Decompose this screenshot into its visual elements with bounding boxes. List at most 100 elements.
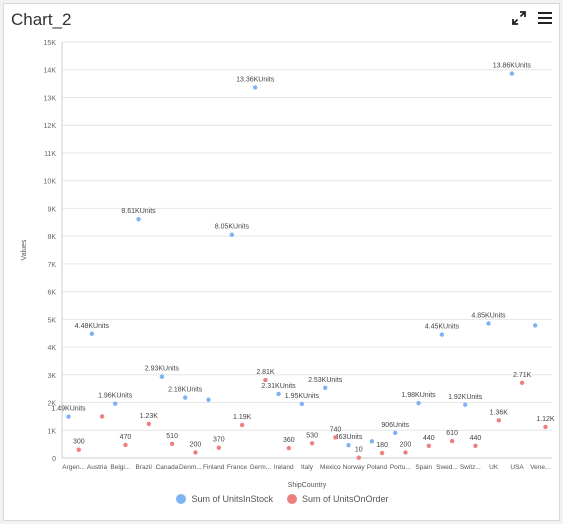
x-tick-label: Finland: [203, 464, 225, 471]
y-tick-label: 13K: [44, 95, 57, 102]
legend-item-units-in-stock[interactable]: Sum of UnitsInStock: [176, 494, 273, 504]
data-point-units-in-stock: [346, 442, 351, 448]
data-point-units-in-stock: [299, 401, 305, 407]
x-tick-label: Vene...: [530, 464, 550, 471]
legend-swatch-units-in-stock: [176, 494, 187, 504]
x-tick-label: Poland: [367, 464, 388, 471]
expand-icon[interactable]: [511, 10, 527, 26]
y-tick-label: 10K: [44, 179, 57, 186]
data-label: 1.95KUnits: [285, 393, 320, 400]
data-label: 4.85KUnits: [471, 312, 506, 319]
data-label: 2.93KUnits: [145, 366, 180, 373]
data-point-units-in-stock: [463, 402, 468, 407]
data-label: 10: [355, 447, 363, 454]
x-tick-label: Swed...: [436, 464, 458, 471]
x-tick-label: Denm...: [179, 464, 202, 471]
data-label: 1.98KUnits: [401, 392, 436, 399]
x-tick-label: Brazil: [136, 464, 153, 471]
data-point-units-in-stock: [486, 321, 491, 326]
data-label: 200: [400, 441, 412, 448]
data-label: 1.23K: [140, 413, 159, 420]
y-tick-label: 3K: [47, 373, 56, 380]
scatter-chart: 0 1K 2K 3K 4K 5K 6K 7K 8K 9K 10K 11K 12K 13K 14K 15K Arg…: [21, 40, 555, 489]
x-tick-label: USA: [510, 464, 524, 471]
data-point-units-on-order: [216, 445, 221, 450]
y-tick-label: 12K: [44, 123, 57, 130]
data-point-units-in-stock: [89, 331, 95, 336]
x-tick-label: France: [227, 464, 248, 471]
data-point-units-in-stock: [439, 332, 445, 337]
data-point-units-in-stock: [253, 85, 258, 90]
data-point-units-in-stock: [416, 400, 421, 406]
chart-title: Chart_2: [11, 10, 72, 29]
chart-widget: Chart_2 0 1K 2K 3K 4K 5K 6K 7K 8K 9K 10K 11K 12K 13K 1…: [3, 3, 560, 521]
x-axis-title: ShipCountry: [288, 482, 327, 489]
data-label: 2.53KUnits: [308, 377, 343, 384]
y-tick-label: 9K: [47, 206, 56, 213]
data-point-units-in-stock: [229, 232, 235, 237]
data-point-units-in-stock: [136, 217, 141, 222]
data-point-units-on-order: [403, 450, 408, 455]
data-label: 4.45KUnits: [425, 324, 460, 331]
data-point-units-on-order: [449, 438, 455, 444]
y-axis-title: Values: [21, 239, 28, 260]
data-point-units-on-order: [193, 450, 198, 455]
data-point-units-on-order: [286, 445, 291, 451]
x-tick-label: Norway: [343, 464, 366, 471]
data-label: 200: [190, 441, 202, 448]
data-label: 300: [73, 439, 85, 446]
data-point-units-in-stock: [393, 430, 398, 436]
data-label: 1.36K: [490, 409, 509, 416]
data-label: 470: [120, 434, 132, 441]
data-label: 360: [283, 437, 295, 444]
data-point-units-on-order: [426, 443, 431, 448]
legend-label-units-in-stock: Sum of UnitsInStock: [191, 494, 273, 504]
data-label: 1.96KUnits: [98, 393, 133, 400]
data-label: 1.19K: [233, 414, 252, 421]
legend-item-units-on-order[interactable]: Sum of UnitsOnOrder: [287, 494, 389, 504]
data-label: 440: [423, 435, 435, 442]
legend-swatch-units-on-order: [287, 494, 297, 504]
data-point-units-on-order: [263, 377, 268, 383]
data-point-units-in-stock: [159, 374, 165, 379]
data-point-units-on-order: [496, 418, 501, 423]
data-label: 463Units: [335, 434, 363, 441]
data-label: 8.05KUnits: [215, 224, 250, 231]
x-tick-label: Ireland: [274, 464, 294, 471]
data-label: 1.92KUnits: [448, 394, 483, 401]
data-point-units-in-stock: [533, 323, 538, 328]
y-tick-label: 15K: [44, 40, 57, 47]
x-tick-label: Germ...: [249, 464, 271, 471]
data-label: 906Units: [381, 422, 409, 429]
chart-legend: Sum of UnitsInStock Sum of UnitsOnOrder: [4, 494, 561, 504]
data-point-units-in-stock: [113, 401, 118, 406]
data-label: 610: [446, 430, 458, 437]
data-label: 510: [166, 433, 178, 440]
x-tick-label: Portu...: [390, 464, 411, 471]
data-point-units-on-order: [309, 441, 315, 446]
data-point-units-on-order: [473, 443, 478, 448]
data-point-units-on-order: [379, 450, 385, 456]
data-point-units-on-order: [123, 442, 128, 448]
data-point-units-on-order: [76, 447, 82, 452]
data-label: 740: [330, 426, 342, 433]
x-tick-label: Argen...: [62, 464, 85, 471]
data-point-units-in-stock: [66, 414, 71, 419]
data-label: 180: [376, 442, 388, 449]
data-point-units-on-order: [356, 455, 361, 460]
x-tick-label: Spain: [415, 464, 432, 471]
data-point-units-on-order: [99, 414, 105, 419]
y-tick-label: 14K: [44, 68, 57, 75]
data-point-units-in-stock: [183, 395, 188, 400]
chart-toolbar: [511, 10, 553, 26]
data-point-units-on-order: [169, 441, 175, 447]
y-tick-label: 2K: [47, 401, 56, 408]
y-tick-label: 4K: [47, 345, 56, 352]
data-point-units-in-stock: [323, 385, 328, 391]
data-point-units-on-order: [146, 421, 151, 427]
x-tick-label: Canada: [156, 464, 179, 471]
data-point-units-on-order: [543, 424, 548, 430]
data-label: 2.31KUnits: [261, 383, 296, 390]
data-label: 370: [213, 437, 225, 444]
hamburger-menu-icon[interactable]: [537, 10, 553, 26]
